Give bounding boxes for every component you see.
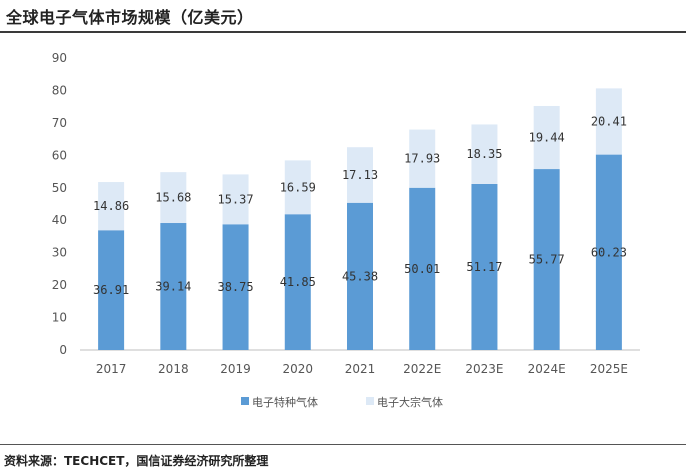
bar-specialty-gas bbox=[284, 214, 311, 350]
bar-bulk-gas bbox=[284, 160, 311, 215]
data-label-bulk: 15.68 bbox=[155, 191, 191, 205]
x-tick-label: 2018 bbox=[158, 362, 189, 376]
data-label-specialty: 55.77 bbox=[529, 253, 565, 267]
data-label-specialty: 51.17 bbox=[466, 260, 502, 274]
x-tick-label: 2021 bbox=[345, 362, 376, 376]
bar-bulk-gas bbox=[222, 174, 249, 225]
bar-bulk-gas bbox=[160, 172, 187, 224]
x-tick-label: 2025E bbox=[590, 362, 628, 376]
bar-specialty-gas bbox=[409, 187, 436, 350]
legend-label-bulk: 电子大宗气体 bbox=[377, 395, 443, 409]
y-tick-label: 90 bbox=[52, 51, 67, 65]
bar-bulk-gas bbox=[595, 88, 622, 155]
data-label-specialty: 39.14 bbox=[155, 280, 191, 294]
data-label-specialty: 38.75 bbox=[217, 280, 253, 294]
y-tick-label: 10 bbox=[52, 311, 67, 325]
y-tick-label: 40 bbox=[52, 213, 67, 227]
data-label-bulk: 19.44 bbox=[529, 131, 565, 145]
legend-swatch-specialty bbox=[241, 397, 249, 405]
data-label-bulk: 16.59 bbox=[280, 180, 316, 194]
bar-specialty-gas bbox=[471, 183, 498, 350]
x-tick-label: 2024E bbox=[528, 362, 566, 376]
title-rule bbox=[0, 31, 686, 33]
y-tick-label: 30 bbox=[52, 246, 67, 260]
source-note: 资料来源：TECHCET，国信证券经济研究所整理 bbox=[4, 454, 269, 468]
chart-title: 全球电子气体市场规模（亿美元） bbox=[6, 8, 254, 27]
data-label-bulk: 20.41 bbox=[591, 114, 627, 128]
data-label-bulk: 17.13 bbox=[342, 168, 378, 182]
bar-specialty-gas bbox=[98, 230, 125, 350]
x-tick-label: 2023E bbox=[465, 362, 503, 376]
y-tick-label: 20 bbox=[52, 278, 67, 292]
x-tick-label: 2022E bbox=[403, 362, 441, 376]
bar-specialty-gas bbox=[347, 202, 373, 350]
data-label-specialty: 45.38 bbox=[342, 269, 378, 283]
bar-bulk-gas bbox=[409, 129, 436, 188]
data-label-specialty: 50.01 bbox=[404, 262, 440, 276]
bar-specialty-gas bbox=[160, 223, 187, 350]
data-label-bulk: 14.86 bbox=[93, 199, 129, 213]
bar-specialty-gas bbox=[533, 169, 560, 350]
data-label-specialty: 36.91 bbox=[93, 283, 129, 297]
y-tick-label: 80 bbox=[52, 83, 67, 97]
legend-swatch-bulk bbox=[366, 397, 374, 405]
bar-bulk-gas bbox=[347, 147, 373, 203]
data-label-specialty: 41.85 bbox=[280, 275, 316, 289]
y-tick-label: 70 bbox=[52, 116, 67, 130]
data-label-bulk: 18.35 bbox=[466, 147, 502, 161]
bar-bulk-gas bbox=[471, 124, 498, 184]
bar-bulk-gas bbox=[533, 105, 560, 170]
data-label-bulk: 15.37 bbox=[217, 192, 253, 206]
data-label-specialty: 60.23 bbox=[591, 245, 627, 259]
bar-specialty-gas bbox=[595, 154, 622, 350]
bar-specialty-gas bbox=[222, 224, 249, 350]
data-label-bulk: 17.93 bbox=[404, 152, 440, 166]
source-rule bbox=[0, 444, 686, 445]
y-tick-label: 60 bbox=[52, 148, 67, 162]
bar-bulk-gas bbox=[98, 182, 125, 231]
x-tick-label: 2019 bbox=[220, 362, 251, 376]
y-tick-label: 50 bbox=[52, 181, 67, 195]
y-tick-label: 0 bbox=[59, 343, 67, 357]
legend-label-specialty: 电子特种气体 bbox=[252, 395, 318, 409]
x-tick-label: 2020 bbox=[283, 362, 314, 376]
x-tick-label: 2017 bbox=[96, 362, 127, 376]
